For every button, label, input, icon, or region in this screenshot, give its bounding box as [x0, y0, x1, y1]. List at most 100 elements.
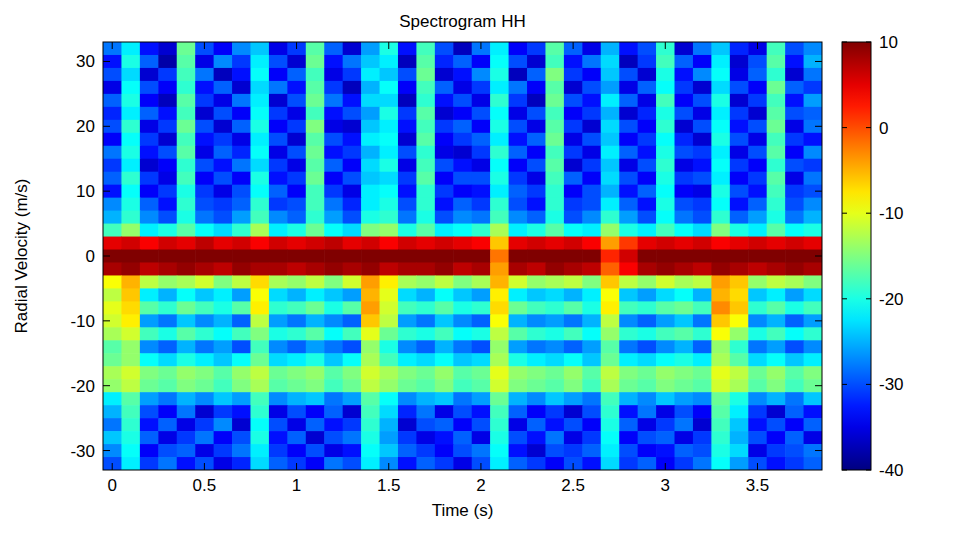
- cell: [656, 185, 675, 199]
- cell: [453, 340, 472, 354]
- cell: [158, 353, 177, 367]
- cell: [287, 237, 306, 251]
- cell: [269, 431, 288, 445]
- cell: [380, 133, 399, 147]
- cell: [693, 457, 712, 470]
- cell: [582, 288, 601, 302]
- colorbar-tick: [866, 298, 871, 299]
- cell: [564, 159, 583, 173]
- cell: [324, 250, 343, 264]
- cell: [343, 146, 362, 160]
- cell: [748, 133, 767, 147]
- cell: [527, 250, 546, 264]
- cell: [435, 224, 454, 238]
- cell: [269, 42, 288, 56]
- cell: [693, 198, 712, 212]
- cell: [730, 120, 749, 134]
- cell: [730, 353, 749, 367]
- cell: [748, 431, 767, 445]
- cell: [619, 120, 638, 134]
- cell: [177, 250, 196, 264]
- cell: [582, 159, 601, 173]
- cell: [693, 81, 712, 95]
- cell: [601, 392, 620, 406]
- cell: [195, 418, 214, 432]
- cell: [619, 107, 638, 121]
- cell: [195, 340, 214, 354]
- cell: [361, 146, 380, 160]
- cell: [250, 392, 269, 406]
- cell: [361, 172, 380, 186]
- cell: [250, 366, 269, 380]
- cell: [140, 55, 159, 69]
- cell: [195, 405, 214, 419]
- cell: [380, 457, 399, 470]
- cell: [103, 237, 122, 251]
- cell: [785, 185, 804, 199]
- cell: [121, 68, 140, 82]
- cell: [638, 444, 657, 458]
- cell: [453, 68, 472, 82]
- cell: [250, 133, 269, 147]
- cell: [693, 172, 712, 186]
- cell: [675, 146, 694, 160]
- cell: [306, 185, 325, 199]
- cell: [527, 275, 546, 289]
- cell: [638, 211, 657, 225]
- cell: [380, 185, 399, 199]
- cell: [545, 94, 564, 108]
- cell: [435, 146, 454, 160]
- cell: [638, 340, 657, 354]
- cell: [675, 250, 694, 264]
- cell: [232, 237, 251, 251]
- cell: [656, 288, 675, 302]
- cell: [250, 457, 269, 470]
- cell: [287, 250, 306, 264]
- cell: [490, 250, 509, 264]
- cell: [380, 172, 399, 186]
- x-tick: [573, 42, 574, 49]
- cell: [638, 159, 657, 173]
- cell: [232, 379, 251, 393]
- cell: [269, 185, 288, 199]
- cell: [361, 288, 380, 302]
- cell: [564, 172, 583, 186]
- cell: [103, 133, 122, 147]
- cell: [269, 340, 288, 354]
- cell: [711, 392, 730, 406]
- cell: [564, 444, 583, 458]
- cell: [214, 340, 233, 354]
- cell: [324, 224, 343, 238]
- cell: [416, 327, 435, 341]
- cell: [306, 262, 325, 276]
- cell: [767, 353, 786, 367]
- cell: [564, 42, 583, 56]
- cell: [250, 211, 269, 225]
- cell: [306, 288, 325, 302]
- cell: [527, 185, 546, 199]
- cell: [177, 366, 196, 380]
- cell: [730, 275, 749, 289]
- cell: [435, 211, 454, 225]
- cell: [804, 392, 822, 406]
- cell: [177, 94, 196, 108]
- cell: [545, 444, 564, 458]
- cell: [140, 392, 159, 406]
- cell: [693, 262, 712, 276]
- cell: [490, 288, 509, 302]
- cell: [785, 94, 804, 108]
- cell: [343, 68, 362, 82]
- cell: [453, 133, 472, 147]
- cell: [306, 42, 325, 56]
- cell: [675, 211, 694, 225]
- cell: [195, 431, 214, 445]
- cell: [564, 120, 583, 134]
- cell: [269, 133, 288, 147]
- cell: [195, 159, 214, 173]
- cell: [601, 94, 620, 108]
- cell: [232, 224, 251, 238]
- cell: [711, 172, 730, 186]
- cell: [693, 159, 712, 173]
- cell: [195, 107, 214, 121]
- cell: [140, 275, 159, 289]
